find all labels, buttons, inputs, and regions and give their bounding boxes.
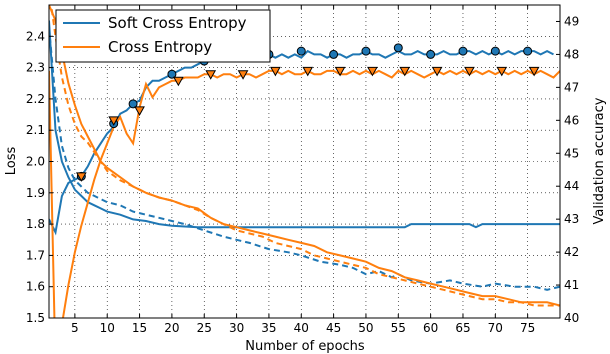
y-left-tick-label: 2.2: [26, 92, 45, 106]
x-tick-label: 70: [488, 321, 503, 335]
y-right-tick-label: 45: [564, 146, 579, 160]
marker-cross-entropy: [134, 106, 145, 116]
y-axis-left-label: Loss: [4, 147, 19, 176]
marker-soft-cross-entropy: [167, 69, 177, 79]
line-cross-entropy-train-loss: [49, 5, 560, 307]
marker-soft-cross-entropy: [361, 46, 371, 56]
marker-cross-entropy: [302, 66, 314, 77]
marker-soft-cross-entropy: [128, 99, 138, 109]
marker-cross-entropy: [108, 116, 120, 126]
x-tick-label: 10: [100, 321, 115, 335]
y-right-tick-label: 44: [564, 179, 579, 193]
x-tick-label: 20: [164, 321, 179, 335]
marker-cross-entropy: [431, 66, 443, 77]
x-axis-label: Number of epochs: [245, 339, 365, 354]
x-tick-label: 75: [520, 321, 535, 335]
marker-soft-cross-entropy: [393, 43, 403, 53]
marker-cross-entropy: [237, 70, 249, 80]
series-layer: [49, 5, 560, 318]
y-left-tick-label: 2.1: [26, 123, 45, 137]
y-left-tick-label: 1.9: [26, 186, 45, 200]
legend: Soft Cross Entropy Cross Entropy: [55, 9, 271, 63]
y-left-tick-label: 1.6: [26, 280, 45, 294]
y-right-tick-label: 49: [564, 14, 579, 28]
x-tick-label: 30: [229, 321, 244, 335]
marker-cross-entropy: [496, 66, 508, 77]
y-right-tick-label: 43: [564, 212, 579, 226]
x-tick-label: 5: [71, 321, 79, 335]
y-right-tick-label: 47: [564, 80, 579, 94]
marker-cross-entropy: [75, 172, 87, 182]
marker-soft-cross-entropy: [523, 46, 533, 56]
legend-box: [55, 9, 271, 63]
marker-soft-cross-entropy: [490, 46, 500, 56]
marker-cross-entropy: [270, 66, 281, 77]
x-tick-label: 60: [423, 321, 438, 335]
y-right-tick-label: 42: [564, 245, 579, 259]
x-tick-label: 15: [132, 321, 147, 335]
line-cross-entropy-accuracy: [49, 69, 560, 318]
y-axis-right-label: Validation accuracy: [592, 97, 607, 224]
marker-cross-entropy: [399, 66, 411, 77]
y-right-tick-label: 48: [564, 47, 579, 61]
y-left-tick-label: 2.3: [26, 61, 45, 75]
y-right-tick-label: 40: [564, 311, 579, 325]
y-left-tick-label: 1.8: [26, 217, 45, 231]
marker-soft-cross-entropy: [296, 46, 306, 56]
line-soft-cross-entropy-val-loss: [49, 26, 560, 291]
marker-soft-cross-entropy: [329, 49, 339, 59]
x-tick-label: 55: [391, 321, 406, 335]
marker-soft-cross-entropy: [426, 49, 436, 59]
marker-soft-cross-entropy: [458, 46, 468, 56]
marker-cross-entropy: [528, 66, 540, 77]
marker-cross-entropy: [205, 70, 217, 80]
x-tick-label: 40: [294, 321, 309, 335]
y-left-tick-label: 2.0: [26, 155, 45, 169]
marker-cross-entropy: [334, 66, 346, 77]
x-tick-label: 35: [261, 321, 276, 335]
y-axis-right: 40 41 42 43 44 45 46 47 48 49: [556, 14, 579, 325]
y-right-tick-label: 41: [564, 278, 579, 292]
line-soft-cross-entropy-train-loss: [49, 20, 560, 229]
y-left-tick-label: 1.5: [26, 311, 45, 325]
marker-cross-entropy: [464, 66, 475, 77]
y-right-tick-label: 46: [564, 113, 579, 127]
x-axis: 5 10 15 20 25 30 35 40 45 50 55 60 65 70 75: [71, 5, 535, 335]
marker-cross-entropy: [367, 66, 378, 77]
x-tick-label: 65: [455, 321, 470, 335]
y-left-tick-label: 2.4: [26, 29, 45, 43]
legend-label-cross-entropy: Cross Entropy: [108, 38, 212, 56]
marker-cross-entropy: [173, 76, 184, 87]
x-tick-label: 45: [326, 321, 341, 335]
y-left-tick-label: 1.7: [26, 248, 45, 262]
legend-label-soft-cross-entropy: Soft Cross Entropy: [108, 14, 247, 32]
x-tick-label: 50: [358, 321, 373, 335]
x-tick-label: 25: [197, 321, 212, 335]
y-axis-left: 1.5 1.6 1.7 1.8 1.9 2.0 2.1 2.2 2.3 2.4: [26, 29, 53, 325]
